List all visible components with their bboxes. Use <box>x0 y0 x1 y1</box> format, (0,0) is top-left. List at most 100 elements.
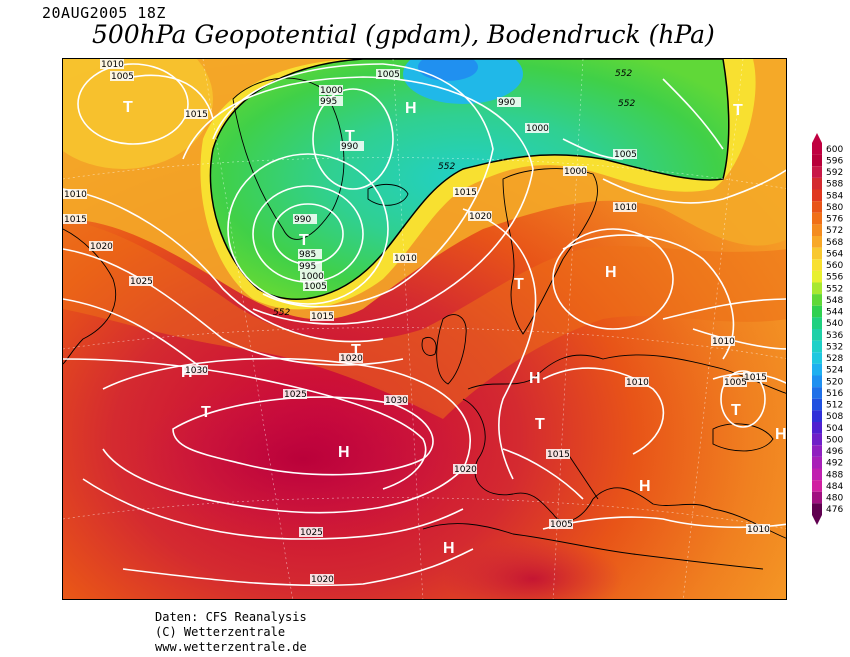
isobar-label: 1015 <box>744 373 767 383</box>
high-label: H <box>338 444 350 461</box>
legend-swatch <box>812 143 822 155</box>
legend-top-arrow <box>812 133 822 143</box>
isobar-label: 1025 <box>284 390 307 400</box>
footer: Daten: CFS Reanalysis (C) Wetterzentrale… <box>155 610 307 655</box>
warm-pocket <box>63 59 213 169</box>
legend-swatch <box>812 317 822 329</box>
legend-label: 556 <box>826 273 843 283</box>
isobars <box>63 63 786 587</box>
legend-label: 596 <box>826 156 843 166</box>
isobar-label: 1020 <box>311 575 334 585</box>
date-label: 20AUG2005 18Z <box>42 4 166 22</box>
legend-label: 576 <box>826 215 843 225</box>
legend-label: 584 <box>826 191 843 201</box>
color-legend: 600 596 592 588 584 580 576 572 568 564 560 556 552 5… <box>812 133 850 525</box>
legend-label: 484 <box>826 482 843 492</box>
low-label: T <box>351 342 361 359</box>
legend-label: 592 <box>826 168 843 178</box>
isobar-label: 985 <box>299 250 316 260</box>
legend-swatch <box>812 224 822 236</box>
low-label: T <box>123 99 133 116</box>
legend-label: 512 <box>826 401 843 411</box>
legend-swatch <box>812 491 822 504</box>
legend-label: 500 <box>826 435 843 445</box>
isobar-label: 1000 <box>320 86 343 96</box>
legend-label: 476 <box>826 505 843 515</box>
high-pressure-core <box>133 379 473 539</box>
legend-label: 600 <box>826 145 843 155</box>
legend-swatch <box>812 445 822 457</box>
legend-label: 508 <box>826 412 843 422</box>
legend-swatch <box>812 259 822 271</box>
isobar-label: 1005 <box>377 70 400 80</box>
legend-swatch <box>812 468 822 481</box>
legend-label: 540 <box>826 319 843 329</box>
isobar-label: 1025 <box>130 277 153 287</box>
high-label: H <box>605 264 617 281</box>
high-label: H <box>443 540 455 557</box>
legend-label: 480 <box>826 494 843 504</box>
legend-label: 568 <box>826 238 843 248</box>
orange-band <box>63 219 786 419</box>
isobar-label: 995 <box>320 97 337 107</box>
low-label: T <box>514 276 524 293</box>
high-label: H <box>775 426 787 443</box>
low-label: T <box>201 404 211 421</box>
legend-label: 520 <box>826 377 843 387</box>
low-label: T <box>299 232 309 249</box>
svg-text:552: 552 <box>438 162 455 172</box>
legend-label: 516 <box>826 389 843 399</box>
svg-text:552: 552 <box>615 69 632 79</box>
high-pressure-core-2 <box>443 539 623 599</box>
isobar-label: 1005 <box>724 378 747 388</box>
legend-swatch <box>812 340 822 353</box>
legend-label: 572 <box>826 226 843 236</box>
legend-label: 564 <box>826 249 843 259</box>
isobar-label: 1015 <box>454 188 477 198</box>
legend-swatch <box>812 282 822 295</box>
legend-swatch <box>812 247 822 260</box>
legend-swatch <box>812 503 822 515</box>
low-label: T <box>731 402 741 419</box>
website-url: www.wetterzentrale.de <box>155 640 307 654</box>
isobar-label: 1005 <box>304 282 327 292</box>
legend-label: 560 <box>826 261 843 271</box>
legend-swatch <box>812 270 822 283</box>
legend-swatch <box>812 177 822 190</box>
isobar-label: 1015 <box>64 215 87 225</box>
isobar-label: 995 <box>299 262 316 272</box>
legend-swatch <box>812 305 822 318</box>
legend-swatch <box>812 236 822 248</box>
coastlines <box>63 77 786 570</box>
legend-swatch <box>812 166 822 178</box>
high-label: H <box>529 370 541 387</box>
isobar-label: 1005 <box>111 72 134 82</box>
legend-swatch <box>812 189 822 202</box>
isobar-label: 1020 <box>90 242 113 252</box>
legend-swatch <box>812 410 822 422</box>
legend-swatch <box>812 456 822 469</box>
isobar-label: 990 <box>341 142 358 152</box>
weather-map: T T T T T T T T T H H H H H H H H H <box>62 58 787 600</box>
isobar-label: 1010 <box>101 60 124 70</box>
legend-label: 588 <box>826 180 843 190</box>
legend-swatch <box>812 154 822 167</box>
legend-label: 552 <box>826 284 843 294</box>
isobar-label: 1010 <box>394 254 417 264</box>
isobar-label: 1010 <box>64 190 87 200</box>
geopotential-labels: 552 552 552 552 <box>273 69 635 318</box>
legend-swatch <box>812 363 822 376</box>
isobar-label: 1005 <box>614 150 637 160</box>
svg-text:552: 552 <box>273 308 290 318</box>
legend-swatch <box>812 398 822 411</box>
legend-swatch <box>812 212 822 225</box>
isobar-label: 1000 <box>301 272 324 282</box>
isobar-label: 1015 <box>547 450 570 460</box>
legend-label: 532 <box>826 342 843 352</box>
legend-swatch <box>812 352 822 364</box>
legend-swatch <box>812 201 822 213</box>
legend-label: 528 <box>826 354 843 364</box>
isobar-label: 1020 <box>454 465 477 475</box>
graticule <box>63 59 786 599</box>
legend-label: 504 <box>826 424 843 434</box>
